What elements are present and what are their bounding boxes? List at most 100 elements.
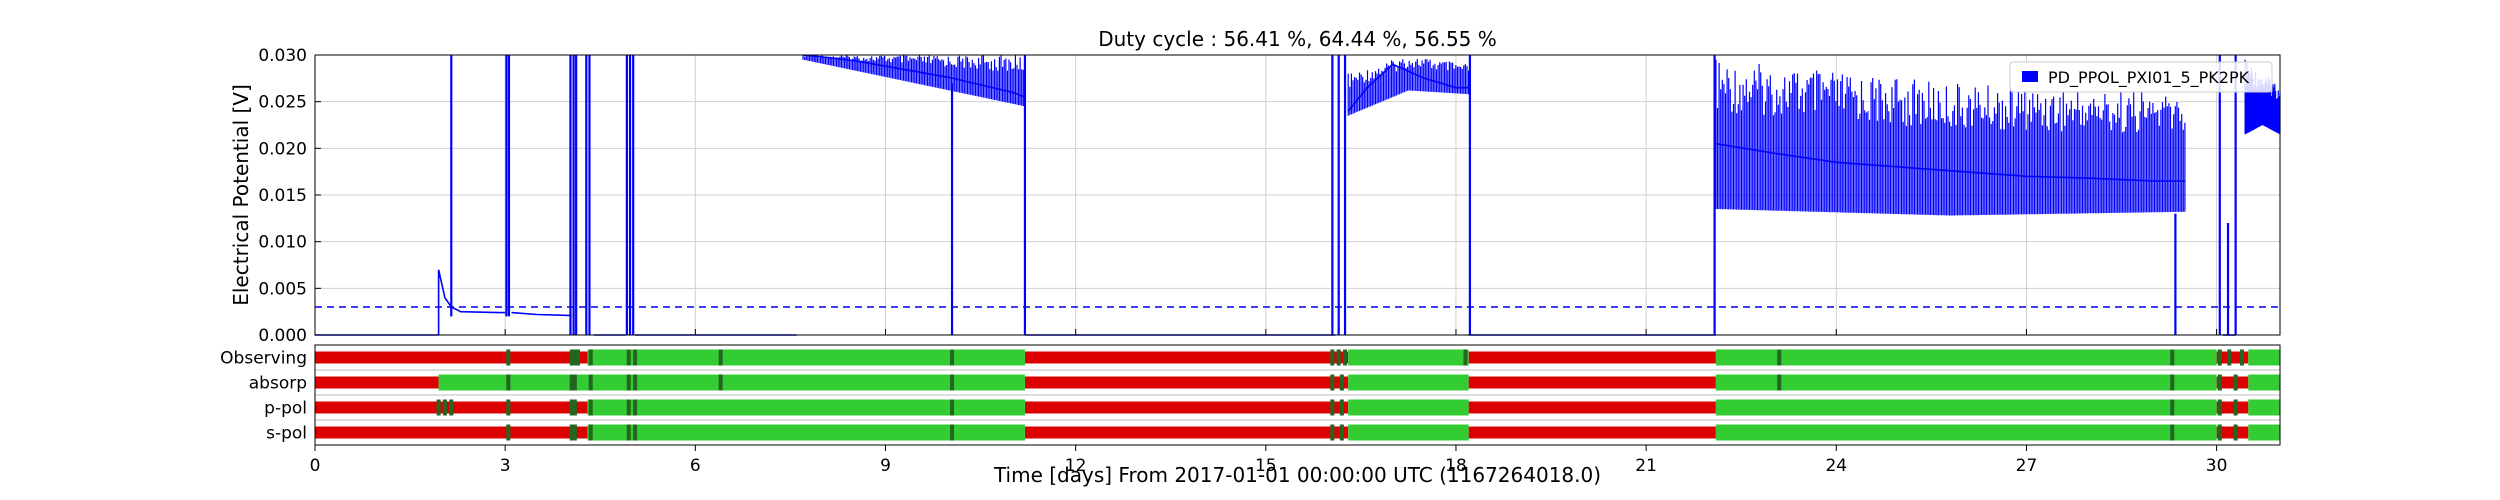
state-mark [2233,424,2238,441]
state-row-label: s-pol [266,424,307,444]
state-mark [2170,374,2175,391]
data-segment [1347,63,1469,112]
state-segment-off [315,351,588,364]
state-mark [1330,349,1335,366]
state-segment-on [1715,374,2217,391]
x-tick-label: 24 [1825,456,1847,476]
state-mark [950,349,955,366]
chart-title: Duty cycle : 56.41 %, 64.44 %, 56.55 % [1098,27,1497,51]
axis-ticks: 0 3 6 9 12 15 18 21 24 27 30 0.000 0.005 0.010 0.015 0.… [258,46,2227,476]
data-band [1715,59,2186,216]
legend: PD_PPOL_PXI01_5_PK2PK [2009,61,2273,93]
state-mark [626,424,631,441]
state-segment-on [1715,399,2217,416]
x-tick-label: 9 [880,456,891,476]
state-mark [569,399,574,416]
y-tick-label: 0.020 [258,139,307,159]
data-segment [437,269,506,335]
state-segment-on [587,399,1025,416]
state-mark [569,424,574,441]
x-tick-label: 6 [690,456,701,476]
y-tick-label: 0.015 [258,186,307,206]
state-segment-on [438,374,1025,391]
x-tick-label: 30 [2206,456,2228,476]
state-mark [718,349,723,366]
legend-swatch [2022,71,2038,82]
state-mark [436,399,441,416]
state-mark [588,374,593,391]
y-tick-label: 0.025 [258,93,307,113]
x-tick-label: 0 [310,456,321,476]
state-segment-off [1468,351,1716,364]
data-segment [803,54,1026,98]
state-segment-off [315,376,439,389]
state-mark [506,349,511,366]
legend-label: PD_PPOL_PXI01_5_PK2PK [2048,68,2250,88]
legend-box [2009,61,2273,93]
state-mark [626,349,631,366]
state-mark [1330,399,1335,416]
data-band [802,55,1026,107]
data-segment [1715,142,2185,182]
state-mark [626,374,631,391]
state-mark [572,349,577,366]
state-mark [1339,399,1344,416]
state-mark [569,374,574,391]
x-tick-label: 27 [2016,456,2038,476]
state-row-label: p-pol [264,399,307,419]
state-segment-off [1024,426,1349,439]
state-segment-on [2248,349,2280,366]
state-mark [576,349,581,366]
x-tick-label: 3 [500,456,511,476]
state-row-label: Observing [220,349,307,369]
state-segment-on [1715,349,2217,366]
x-axis-label: Time [days] From 2017-01-01 00:00:00 UTC… [993,463,1601,487]
state-bars: Observing absorp p-pol s-pol [220,349,2280,444]
state-segment-off [1468,401,1716,414]
data-segment [2247,91,2281,121]
state-frame [314,344,2281,446]
state-mark [1339,424,1344,441]
state-mark [1339,374,1344,391]
state-segment-off [315,426,588,439]
x-tick-label: 15 [1255,456,1277,476]
state-segment-off [1468,426,1716,439]
state-mark [588,424,593,441]
state-mark [633,399,638,416]
y-axis-label: Electrical Potential [V] [229,84,253,306]
state-segment-off [1024,401,1349,414]
state-mark [506,424,511,441]
state-segment-off [2216,426,2249,439]
state-segment-on [1715,424,2217,441]
state-mark [1330,424,1335,441]
state-mark [1336,349,1341,366]
state-mark [2170,424,2175,441]
state-mark [633,424,638,441]
state-segment-on [1348,424,1469,441]
state-mark [626,399,631,416]
y-tick-label: 0.030 [258,46,307,66]
plot-frame [314,54,2281,336]
state-mark [2217,424,2222,441]
state-segment-on [587,349,1025,366]
state-segment-on [2248,399,2280,416]
state-mark [588,349,593,366]
data-segment [511,311,572,317]
data-band [1347,59,1470,116]
state-mark [950,424,955,441]
state-segment-off [2216,376,2249,389]
x-tick-label: 12 [1065,456,1087,476]
state-mark [506,399,511,416]
state-mark [1777,374,1782,391]
state-segment-on [1348,374,1469,391]
state-mark [572,374,577,391]
state-mark [2227,349,2232,366]
state-mark [633,374,638,391]
state-mark [449,399,454,416]
state-mark [2217,399,2222,416]
state-mark [1463,349,1468,366]
state-mark [2170,349,2175,366]
x-tick-label: 21 [1635,456,1657,476]
state-row-label: absorp [249,374,307,394]
